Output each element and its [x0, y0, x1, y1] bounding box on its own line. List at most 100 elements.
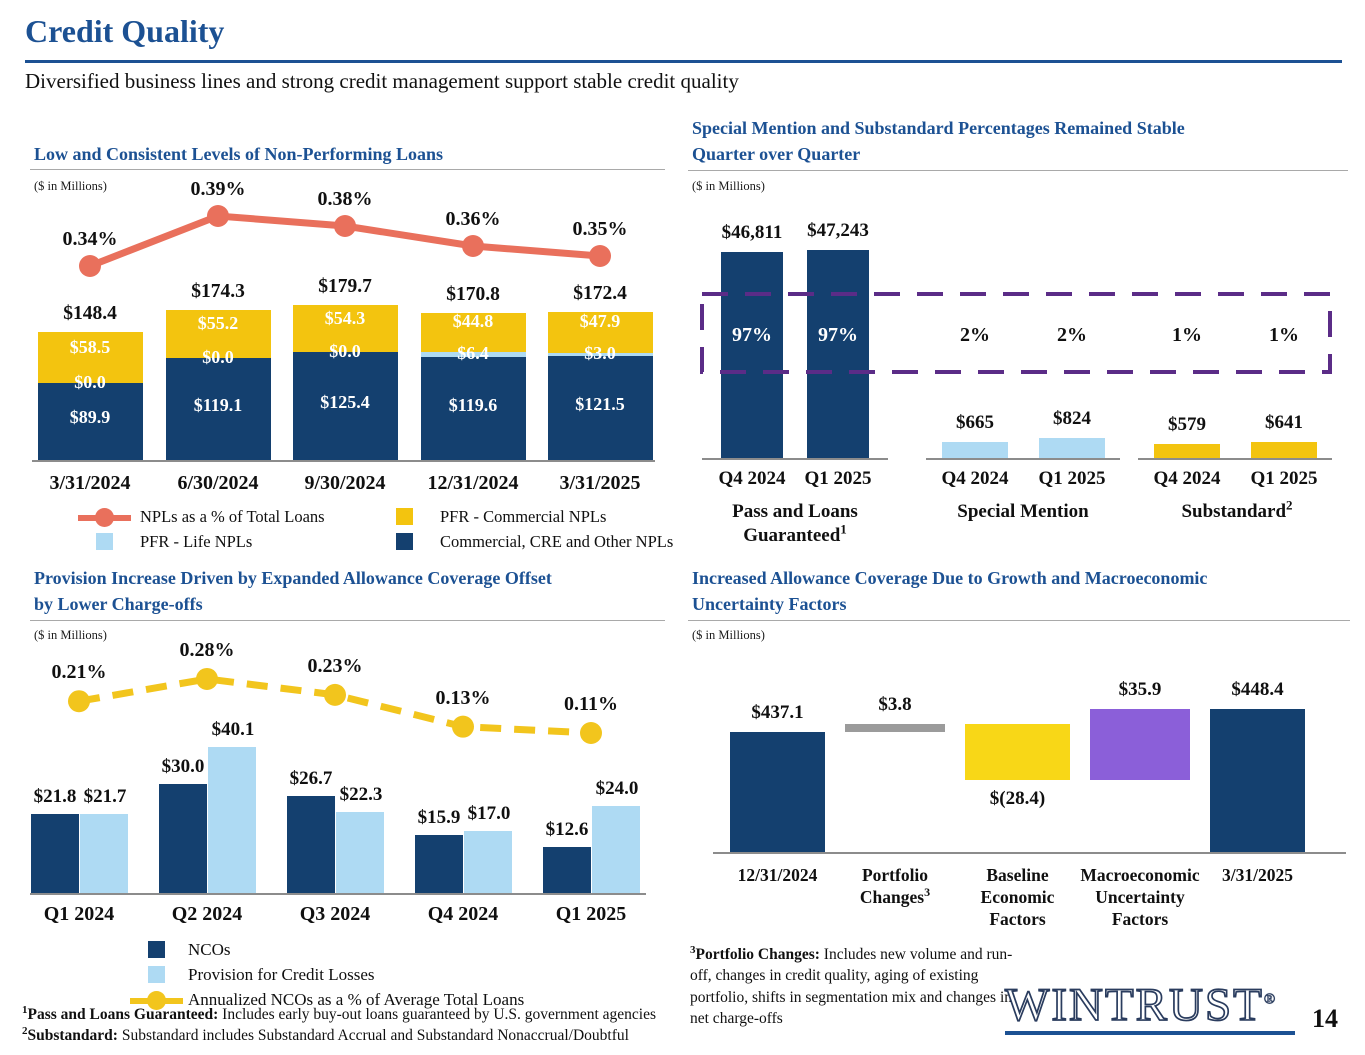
bar-segment-commercial-cre — [292, 352, 398, 460]
bar-segment-commercial-cre — [37, 382, 143, 460]
x-axis-label: Q1 2024 — [43, 903, 115, 925]
bar-segment-pfr-commercial — [165, 310, 271, 358]
pfr-commercial-value-label: $47.9 — [579, 311, 621, 332]
bar-segment-pfr-commercial — [547, 311, 653, 353]
x-axis-label: 12/31/2024 — [737, 865, 818, 885]
bar-provision — [592, 805, 640, 893]
group-name-label: Pass and Loans Guaranteed1 — [732, 501, 858, 546]
chart-non-performing-loans: Low and Consistent Levels of Non-Perform… — [30, 138, 673, 559]
pfr-commercial-value-label: $54.3 — [324, 307, 366, 328]
ncos-value-label: $21.8 — [33, 785, 77, 807]
provision-value-label: $21.7 — [83, 786, 127, 807]
chart-legend: NPLs as a % of Total Loans PFR - Life NPL… — [58, 505, 673, 559]
plot-area: $46,811 97% Q4 2024 $47,243 97% Q1 2025 Pass a… — [688, 112, 1348, 557]
bar-value-label: $665 — [956, 411, 994, 433]
footnote-2-text: Substandard includes Substandard Accrual… — [117, 1027, 629, 1045]
pfr-commercial-value-label: $58.5 — [69, 336, 111, 357]
bar-segment-pfr-life — [547, 352, 653, 356]
provision-value-label: $24.0 — [595, 777, 639, 799]
x-axis-label: Baseline Economic Factors — [980, 865, 1055, 929]
line-value-label: 0.11% — [564, 693, 618, 716]
footnotes-left: 1Pass and Loans Guaranteed: Includes ear… — [22, 1004, 674, 1047]
bar-segment-pfr-commercial — [37, 332, 143, 383]
x-axis-label: 3/31/2024 — [49, 472, 131, 494]
chart-title: Special Mention and Substandard Percenta… — [692, 115, 1185, 167]
commercial-cre-value-label: $89.9 — [69, 407, 111, 428]
group-axis-line — [1138, 458, 1332, 460]
percent-label: 1% — [1172, 324, 1202, 346]
waterfall-bar — [845, 724, 945, 732]
bar-provision — [208, 747, 256, 893]
bar-segment-commercial-cre — [420, 357, 526, 460]
bar-value-label: $(28.4) — [989, 788, 1046, 810]
chart-risk-categories: Special Mention and Substandard Percenta… — [688, 112, 1348, 557]
page-subtitle: Diversified business lines and strong cr… — [25, 69, 739, 93]
x-axis-label: 6/30/2024 — [177, 472, 259, 494]
chart-title-line2: Uncertainty Factors — [692, 594, 847, 614]
line-value-label: 0.38% — [317, 188, 373, 210]
legend-line-dot — [147, 991, 166, 1010]
legend-label: Annualized NCOs as a % of Average Total … — [188, 990, 525, 1009]
x-axis-label: 12/31/2024 — [427, 472, 519, 494]
chart-title: Provision Increase Driven by Expanded Al… — [34, 565, 552, 617]
x-axis-label: Q4 2024 — [1153, 468, 1221, 489]
legend-label: Commercial, CRE and Other NPLs — [440, 532, 674, 551]
waterfall-bar — [1090, 709, 1190, 781]
bar-value-label: $437.1 — [751, 701, 804, 723]
ncos-value-label: $15.9 — [417, 807, 461, 829]
chart-title-line1: Provision Increase Driven by Expanded Al… — [34, 568, 552, 588]
category-bar — [942, 441, 1008, 458]
percent-label: 1% — [1269, 324, 1299, 346]
percent-label: 97% — [732, 324, 772, 346]
pfr-life-value-label: $3.0 — [584, 343, 616, 364]
legend-swatch — [148, 941, 165, 958]
plot-area: $148.4 $58.5 $0.0 $89.9 3/31/2024 $174.3 $55.2… — [30, 138, 665, 558]
legend-label: NCOs — [188, 940, 231, 959]
label-superscript: 1 — [840, 521, 847, 537]
legend-label: Provision for Credit Losses — [188, 965, 375, 984]
bar-value-label: $47,243 — [807, 219, 869, 241]
units-label: ($ in Millions) — [692, 179, 765, 193]
chart-title-line2: Quarter over Quarter — [692, 144, 861, 164]
x-axis-label: Q4 2024 — [941, 468, 1009, 489]
footnotes-right: 3Portfolio Changes: Includes new volume … — [690, 944, 1028, 1030]
group-axis-line — [702, 458, 888, 460]
bar-value-label: $579 — [1168, 413, 1206, 435]
line-value-label: 0.35% — [572, 218, 628, 240]
x-axis-label: Q1 2025 — [804, 468, 872, 489]
legend-swatch — [148, 966, 165, 983]
chart-provision-nco: Provision Increase Driven by Expanded Al… — [30, 562, 665, 1022]
chart-title-line1: Increased Allowance Coverage Due to Grow… — [692, 568, 1208, 588]
footnote-1-sup: 1 — [22, 1003, 28, 1016]
bar-provision — [464, 831, 512, 893]
provision-value-label: $17.0 — [467, 803, 511, 825]
ncos-value-label: $26.7 — [289, 767, 333, 789]
waterfall-bar — [965, 724, 1070, 781]
provision-value-label: $40.1 — [211, 719, 255, 741]
bar-ncos — [415, 835, 463, 893]
footnote-2: 2Substandard: Substandard includes Subst… — [22, 1025, 674, 1046]
units-label: ($ in Millions) — [34, 628, 107, 642]
bar-value-label: $641 — [1265, 412, 1303, 434]
bar-total-label: $170.8 — [446, 284, 500, 306]
line-value-label: 0.23% — [307, 654, 363, 677]
bar-value-label: $3.8 — [878, 694, 912, 716]
chart-title-underline — [688, 170, 1348, 171]
footnote-3-sup: 3 — [690, 943, 696, 956]
legend-line-dot — [95, 508, 114, 527]
pfr-life-value-label: $0.0 — [74, 371, 106, 392]
x-axis-line — [30, 893, 646, 895]
ncos-value-label: $12.6 — [545, 819, 589, 841]
x-axis-label: Q4 2024 — [718, 468, 786, 489]
provision-value-label: $22.3 — [339, 783, 383, 805]
percent-label: 97% — [818, 324, 858, 346]
line-value-label: 0.21% — [51, 661, 107, 684]
pfr-life-value-label: $0.0 — [202, 346, 234, 367]
bar-segment-commercial-cre — [547, 355, 653, 460]
footnote-2-term: Substandard: — [27, 1027, 118, 1045]
footnote-3-term: Portfolio Changes: — [695, 946, 820, 963]
bar-value-label: $448.4 — [1231, 679, 1284, 701]
legend-label: PFR - Life NPLs — [140, 532, 253, 551]
bar-segment-pfr-life — [420, 351, 526, 358]
wintrust-wordmark: WINTRUST® — [1004, 979, 1295, 1031]
